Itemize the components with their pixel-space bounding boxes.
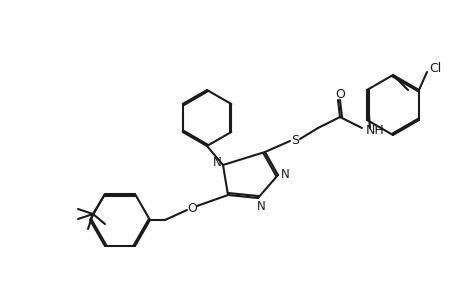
Text: N: N	[256, 200, 265, 212]
Text: S: S	[291, 134, 298, 146]
Text: N: N	[280, 169, 289, 182]
Text: O: O	[334, 88, 344, 101]
Text: N: N	[212, 157, 221, 169]
Text: NH: NH	[365, 124, 384, 136]
Text: Cl: Cl	[428, 61, 440, 74]
Text: O: O	[187, 202, 196, 214]
